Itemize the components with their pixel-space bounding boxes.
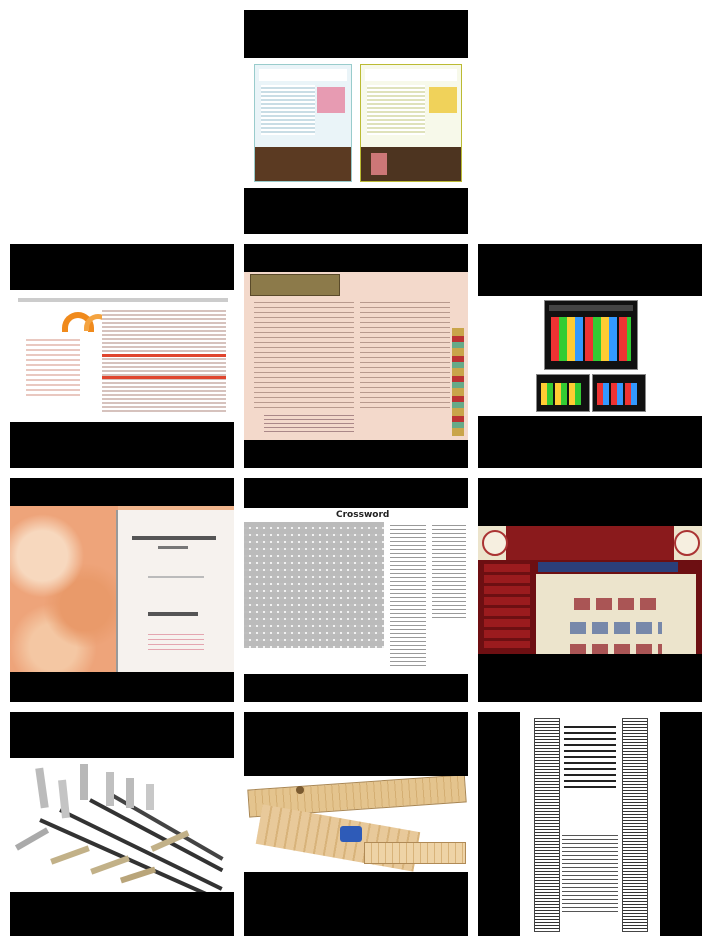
slide-rule-left — [534, 718, 560, 932]
website-content — [536, 574, 696, 654]
orange-brochure-document-thumbnail[interactable] — [10, 244, 234, 468]
small-screen-left — [536, 374, 590, 412]
logo-left — [482, 530, 508, 556]
slide-rule-title-text — [564, 722, 616, 792]
logo-right — [674, 530, 700, 556]
small-screen-right — [592, 374, 646, 412]
wooden-pencil-box-thumbnail[interactable] — [244, 712, 468, 936]
sharpener — [340, 826, 362, 842]
website-header — [478, 526, 702, 560]
marble-cover-book-thumbnail[interactable] — [10, 478, 234, 702]
slide-rule-image — [520, 712, 660, 936]
website-sidebar — [484, 564, 530, 648]
bolts-and-rods-thumbnail[interactable] — [10, 712, 234, 936]
newsletter-templates-thumbnail[interactable] — [244, 10, 468, 234]
crossword-image: Crossword — [244, 508, 468, 674]
newsletter-page-left — [254, 64, 352, 182]
book-title-page — [116, 510, 234, 672]
crossword-clues-down — [432, 522, 466, 618]
slide-rule-thumbnail[interactable] — [478, 712, 702, 936]
brochure-image — [10, 290, 234, 422]
crossword-title: Crossword — [336, 510, 390, 520]
slide-rule-description — [562, 832, 618, 912]
bolts-image — [10, 758, 234, 892]
crossword-puzzle-thumbnail[interactable]: Crossword — [244, 478, 468, 702]
pencil-box-image — [244, 776, 468, 872]
menu-header-banner — [250, 274, 340, 296]
website-red-image — [478, 526, 702, 654]
restaurant-menu-thumbnail[interactable] — [244, 244, 468, 468]
slide-rule-right — [622, 718, 648, 932]
newsletter-image — [244, 58, 468, 188]
crossword-clues-across — [390, 522, 426, 668]
menu-image — [244, 272, 468, 440]
large-screen — [544, 300, 638, 370]
menu-side-strip — [452, 328, 464, 436]
red-entertainment-website-thumbnail[interactable] — [478, 478, 702, 702]
book-image — [10, 506, 234, 672]
website-screens-image — [478, 296, 702, 416]
newsletter-page-right — [360, 64, 462, 182]
dark-website-screens-thumbnail[interactable] — [478, 244, 702, 468]
marble-cover — [10, 506, 118, 672]
